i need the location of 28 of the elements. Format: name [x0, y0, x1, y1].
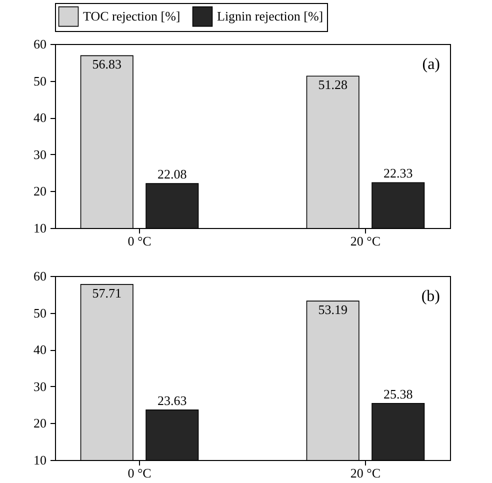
- y-tick-label: 60: [34, 268, 46, 284]
- x-tick-label: 0 °C: [128, 234, 152, 248]
- y-tick-label: 20: [34, 416, 46, 431]
- data-label: 57.71: [92, 285, 122, 300]
- data-label: 22.33: [384, 166, 413, 181]
- y-tick-label: 50: [34, 305, 46, 320]
- legend-label: TOC rejection [%]: [83, 8, 180, 24]
- data-label: 53.19: [318, 302, 348, 318]
- y-tick-label: 60: [34, 36, 46, 52]
- y-tick-label: 10: [34, 220, 46, 236]
- legend-label: Lignin rejection [%]: [217, 8, 324, 24]
- x-tick-label: 0 °C: [128, 466, 152, 480]
- y-tick-label: 40: [34, 110, 46, 126]
- y-tick-label: 30: [34, 378, 46, 394]
- y-tick-label: 50: [34, 73, 46, 88]
- annotation: (a): [422, 56, 440, 73]
- y-tick-label: 10: [34, 452, 46, 468]
- data-label: 25.38: [384, 386, 413, 402]
- data-label: 22.08: [158, 166, 187, 182]
- data-label: 51.28: [318, 77, 348, 92]
- y-tick-label: 30: [34, 146, 46, 162]
- y-tick-label: 40: [34, 342, 46, 358]
- data-label: 23.63: [158, 392, 187, 408]
- x-tick-label: 20 °C: [350, 234, 381, 248]
- annotation: (b): [421, 288, 440, 305]
- data-label: 56.83: [92, 56, 122, 72]
- y-tick-label: 20: [34, 184, 46, 199]
- x-tick-label: 20 °C: [350, 466, 381, 480]
